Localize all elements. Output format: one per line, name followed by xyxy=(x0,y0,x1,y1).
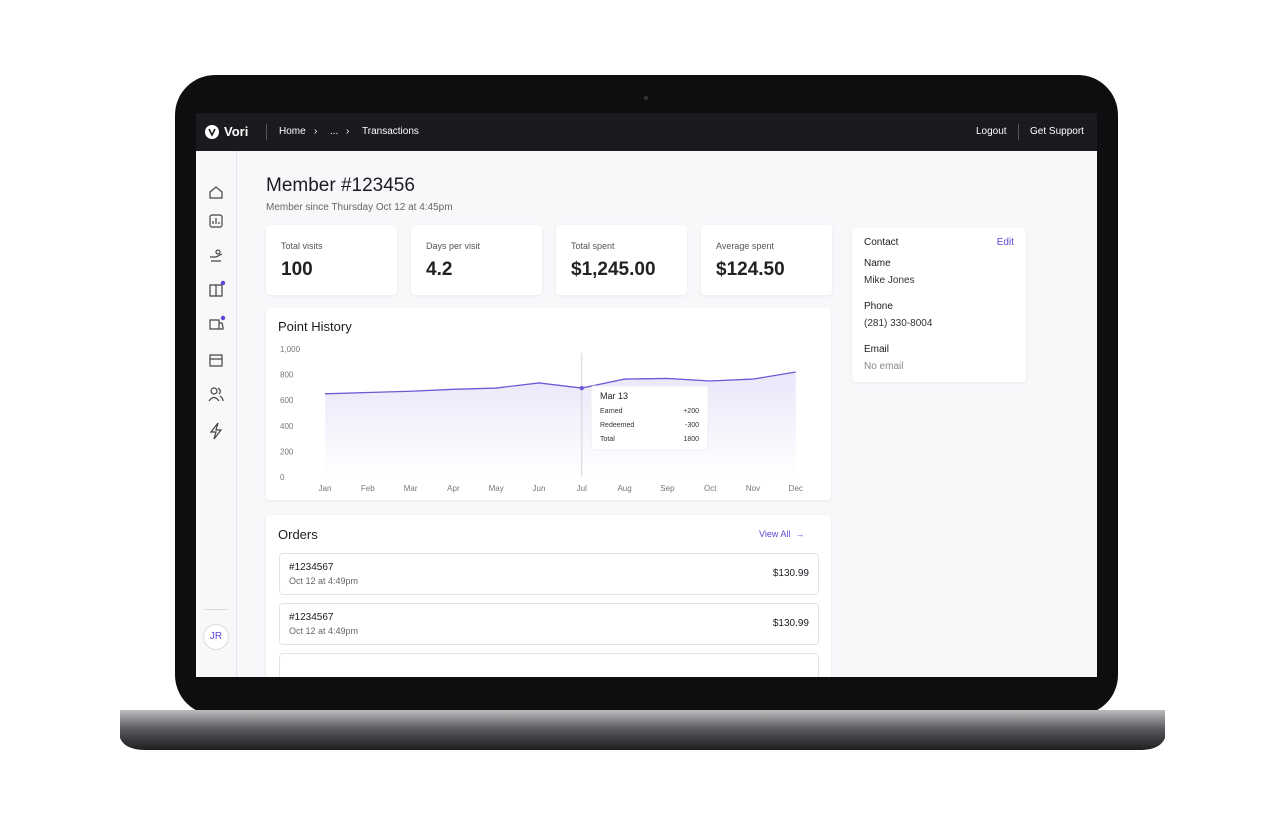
brand: Vori xyxy=(224,124,249,139)
screen: Vori Home › ... › Transactions Logout Ge… xyxy=(196,113,1097,677)
view-all[interactable]: View All → xyxy=(759,529,805,539)
chart-title: Point History xyxy=(278,319,352,334)
x-tick-label: Nov xyxy=(746,484,760,493)
tooltip-val: 1800 xyxy=(683,436,699,443)
tooltip-key: Earned xyxy=(600,408,623,415)
tooltip-val: +200 xyxy=(683,408,699,415)
orders-card: Orders View All → #1234567 Oct 12 at 4:49… xyxy=(266,515,831,677)
store-icon[interactable] xyxy=(209,354,223,367)
order-row xyxy=(279,653,819,677)
page-title: Member #123456 xyxy=(266,175,415,196)
order-amount: $130.99 xyxy=(772,618,809,629)
order-id: #1234567 xyxy=(289,562,334,573)
field-label: Name xyxy=(864,258,891,269)
people-icon[interactable] xyxy=(210,387,218,395)
field-value: (281) 330-8004 xyxy=(864,318,933,329)
y-tick-label: 400 xyxy=(280,422,294,431)
sidebar: JR xyxy=(196,151,237,677)
contact-title: Contact xyxy=(864,237,899,248)
area xyxy=(325,372,796,477)
stat-label: Total visits xyxy=(281,241,323,251)
stat-value: $124.50 xyxy=(716,259,785,280)
x-tick-label: Dec xyxy=(789,484,803,493)
order-id: #1234567 xyxy=(289,612,334,623)
tooltip-key: Total xyxy=(600,436,615,443)
y-tick-label: 0 xyxy=(280,473,285,482)
field-value: No email xyxy=(864,361,904,372)
x-tick-label: Jul xyxy=(577,484,587,493)
x-tick-label: Jan xyxy=(319,484,332,493)
book-icon[interactable] xyxy=(209,284,223,297)
stat-value: 4.2 xyxy=(426,259,453,280)
point xyxy=(579,385,584,391)
order-date: Oct 12 at 4:49pm xyxy=(289,576,359,586)
truck-icon[interactable] xyxy=(209,319,224,330)
home-icon[interactable] xyxy=(209,186,223,199)
breadcrumb[interactable]: ... xyxy=(330,126,339,137)
bolt-icon[interactable] xyxy=(209,422,223,440)
top-bar: Vori Home › ... › Transactions Logout Ge… xyxy=(196,113,1097,151)
avatar[interactable]: JR xyxy=(203,624,229,650)
x-tick-label: Aug xyxy=(617,484,631,493)
stat-card: Total visits 100 xyxy=(266,225,397,295)
contact-card: Contact Edit Name Mike Jones Phone (281) 33… xyxy=(852,228,1026,382)
x-tick-label: Feb xyxy=(361,484,375,493)
y-tick-label: 800 xyxy=(280,371,294,380)
reports-icon[interactable] xyxy=(209,214,223,228)
stat-card: Average spent $124.50 xyxy=(701,225,832,295)
stat-card: Days per visit 4.2 xyxy=(411,225,542,295)
line xyxy=(324,371,796,395)
stat-label: Days per visit xyxy=(426,241,481,251)
y-tick-label: 200 xyxy=(280,447,294,456)
x-tick-label: May xyxy=(489,484,504,493)
logo xyxy=(205,125,219,139)
line-chart: 0 200 400 600 800 1,000 Jan Feb Mar Apr May Jun Jul A… xyxy=(280,345,803,493)
y-tick-label: 1,000 xyxy=(280,345,301,354)
field-label: Email xyxy=(864,344,890,355)
hand-icon[interactable] xyxy=(210,253,223,262)
tooltip-val: -300 xyxy=(685,422,699,429)
stat-value: 100 xyxy=(281,259,313,280)
stat-label: Average spent xyxy=(716,241,774,251)
stat-label: Total spent xyxy=(571,241,615,251)
chart-card: Point History 0 200 400 600 800 1,000 Jan Feb Ma… xyxy=(266,308,831,500)
page-subtitle: Member since Thursday Oct 12 at 4:45pm xyxy=(266,202,453,213)
nav-icons xyxy=(208,186,226,440)
edit-link[interactable]: Edit xyxy=(996,237,1014,248)
stat-value: $1,245.00 xyxy=(571,259,656,280)
order-amount: $130.99 xyxy=(772,568,809,579)
tooltip xyxy=(590,385,709,451)
field-label: Phone xyxy=(864,301,893,312)
x-tick-label: Oct xyxy=(704,484,717,493)
support[interactable]: Get Support xyxy=(1030,126,1084,137)
x-tick-label: Sep xyxy=(660,484,675,493)
breadcrumb[interactable]: Home xyxy=(279,126,306,137)
tooltip-key: Redeemed xyxy=(600,422,634,429)
view-all-text[interactable]: View All xyxy=(759,529,791,539)
order-row[interactable]: #1234567 Oct 12 at 4:49pm $130.99 xyxy=(279,603,819,645)
orders-title: Orders xyxy=(278,527,318,542)
breadcrumb[interactable]: Transactions xyxy=(362,126,419,137)
order-row[interactable]: #1234567 Oct 12 at 4:49pm $130.99 xyxy=(279,553,819,595)
y-tick-label: 600 xyxy=(280,396,294,405)
logout[interactable]: Logout xyxy=(976,126,1007,137)
x-tick-label: Jun xyxy=(533,484,546,493)
tooltip-title: Mar 13 xyxy=(600,391,628,401)
order-date: Oct 12 at 4:49pm xyxy=(289,626,359,636)
x-tick-label: Apr xyxy=(447,484,460,493)
stat-card: Total spent $1,245.00 xyxy=(556,225,687,295)
x-tick-label: Mar xyxy=(404,484,418,493)
field-value: Mike Jones xyxy=(864,275,915,286)
